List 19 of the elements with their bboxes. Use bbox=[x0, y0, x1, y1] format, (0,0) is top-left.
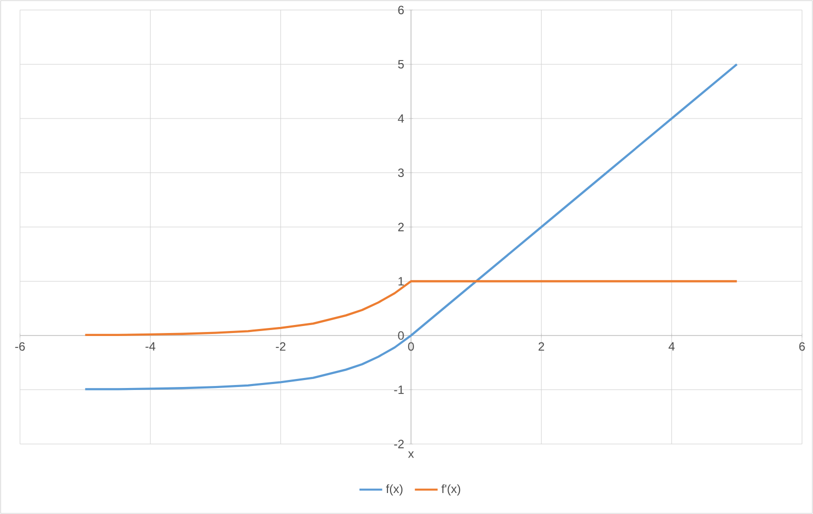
x-tick-label: 4 bbox=[668, 342, 675, 350]
x-tick-label: -6 bbox=[15, 342, 25, 351]
y-tick-label: 1 bbox=[398, 277, 404, 286]
y-tick-label: 4 bbox=[398, 114, 404, 123]
legend-label: f'(x) bbox=[441, 484, 460, 496]
y-tick-label: -1 bbox=[394, 386, 404, 394]
x-tick-label: -2 bbox=[276, 342, 286, 351]
x-tick-label: 0 bbox=[408, 342, 414, 351]
y-tick-label: 6 bbox=[398, 6, 404, 14]
y-tick-label: 0 bbox=[398, 331, 404, 340]
y-tick-label: 5 bbox=[398, 60, 404, 68]
y-tick-label: -2 bbox=[394, 440, 404, 448]
x-axis-title: x bbox=[408, 451, 414, 458]
x-tick-label: -4 bbox=[146, 342, 156, 350]
y-tick-label: 3 bbox=[398, 168, 404, 178]
x-tick-label: 2 bbox=[538, 342, 544, 351]
y-tick-label: 2 bbox=[398, 222, 404, 232]
legend-label: f(x) bbox=[386, 484, 402, 496]
x-tick-label: 6 bbox=[799, 342, 805, 351]
